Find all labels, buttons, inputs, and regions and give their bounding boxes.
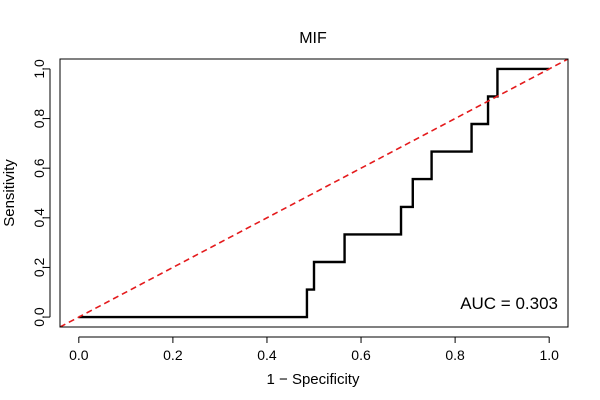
x-tick-label: 0.8 (445, 347, 465, 363)
x-tick-label: 0.6 (351, 347, 371, 363)
y-axis-label: Sensitivity (1, 159, 18, 227)
x-tick-label: 0.0 (69, 347, 89, 363)
series-layer (60, 59, 568, 327)
chart-title: MIF (299, 30, 327, 47)
y-tick-label: 1.0 (31, 59, 47, 79)
y-tick-label: 0.0 (31, 307, 47, 327)
reference-diagonal-line (60, 59, 568, 327)
y-tick-label: 0.6 (31, 158, 47, 178)
auc-annotation: AUC = 0.303 (460, 294, 558, 313)
y-tick-label: 0.4 (31, 208, 47, 228)
x-axis-ticks: 0.0 0.2 0.4 0.6 0.8 1.0 (69, 336, 559, 363)
y-axis-ticks: 0.0 0.2 0.4 0.6 0.8 1.0 (31, 59, 51, 327)
y-tick-label: 0.2 (31, 258, 47, 278)
x-axis-label: 1 − Specificity (267, 371, 360, 388)
x-tick-label: 1.0 (539, 347, 559, 363)
x-tick-label: 0.4 (257, 347, 277, 363)
y-tick-label: 0.8 (31, 109, 47, 129)
plot-frame (59, 58, 569, 328)
x-tick-label: 0.2 (163, 347, 183, 363)
